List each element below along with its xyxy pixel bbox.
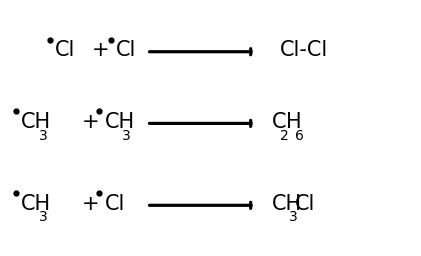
Text: CH: CH — [21, 194, 51, 214]
Text: Cl: Cl — [116, 40, 136, 60]
Text: CH: CH — [21, 112, 51, 132]
Text: Cl: Cl — [104, 194, 125, 214]
Text: 6: 6 — [295, 129, 304, 143]
Text: CH: CH — [104, 112, 135, 132]
Text: C: C — [272, 112, 286, 132]
Text: 3: 3 — [39, 210, 48, 225]
Text: +: + — [82, 194, 100, 214]
Text: 2: 2 — [280, 129, 289, 143]
Text: Cl: Cl — [295, 194, 315, 214]
Text: CH: CH — [272, 194, 302, 214]
Text: +: + — [92, 40, 109, 60]
Text: Cl: Cl — [55, 40, 75, 60]
Text: Cl-Cl: Cl-Cl — [280, 40, 328, 60]
Text: H: H — [286, 112, 302, 132]
Text: 3: 3 — [122, 129, 131, 143]
Text: +: + — [82, 112, 100, 132]
Text: 3: 3 — [39, 129, 48, 143]
Text: 3: 3 — [289, 210, 298, 225]
